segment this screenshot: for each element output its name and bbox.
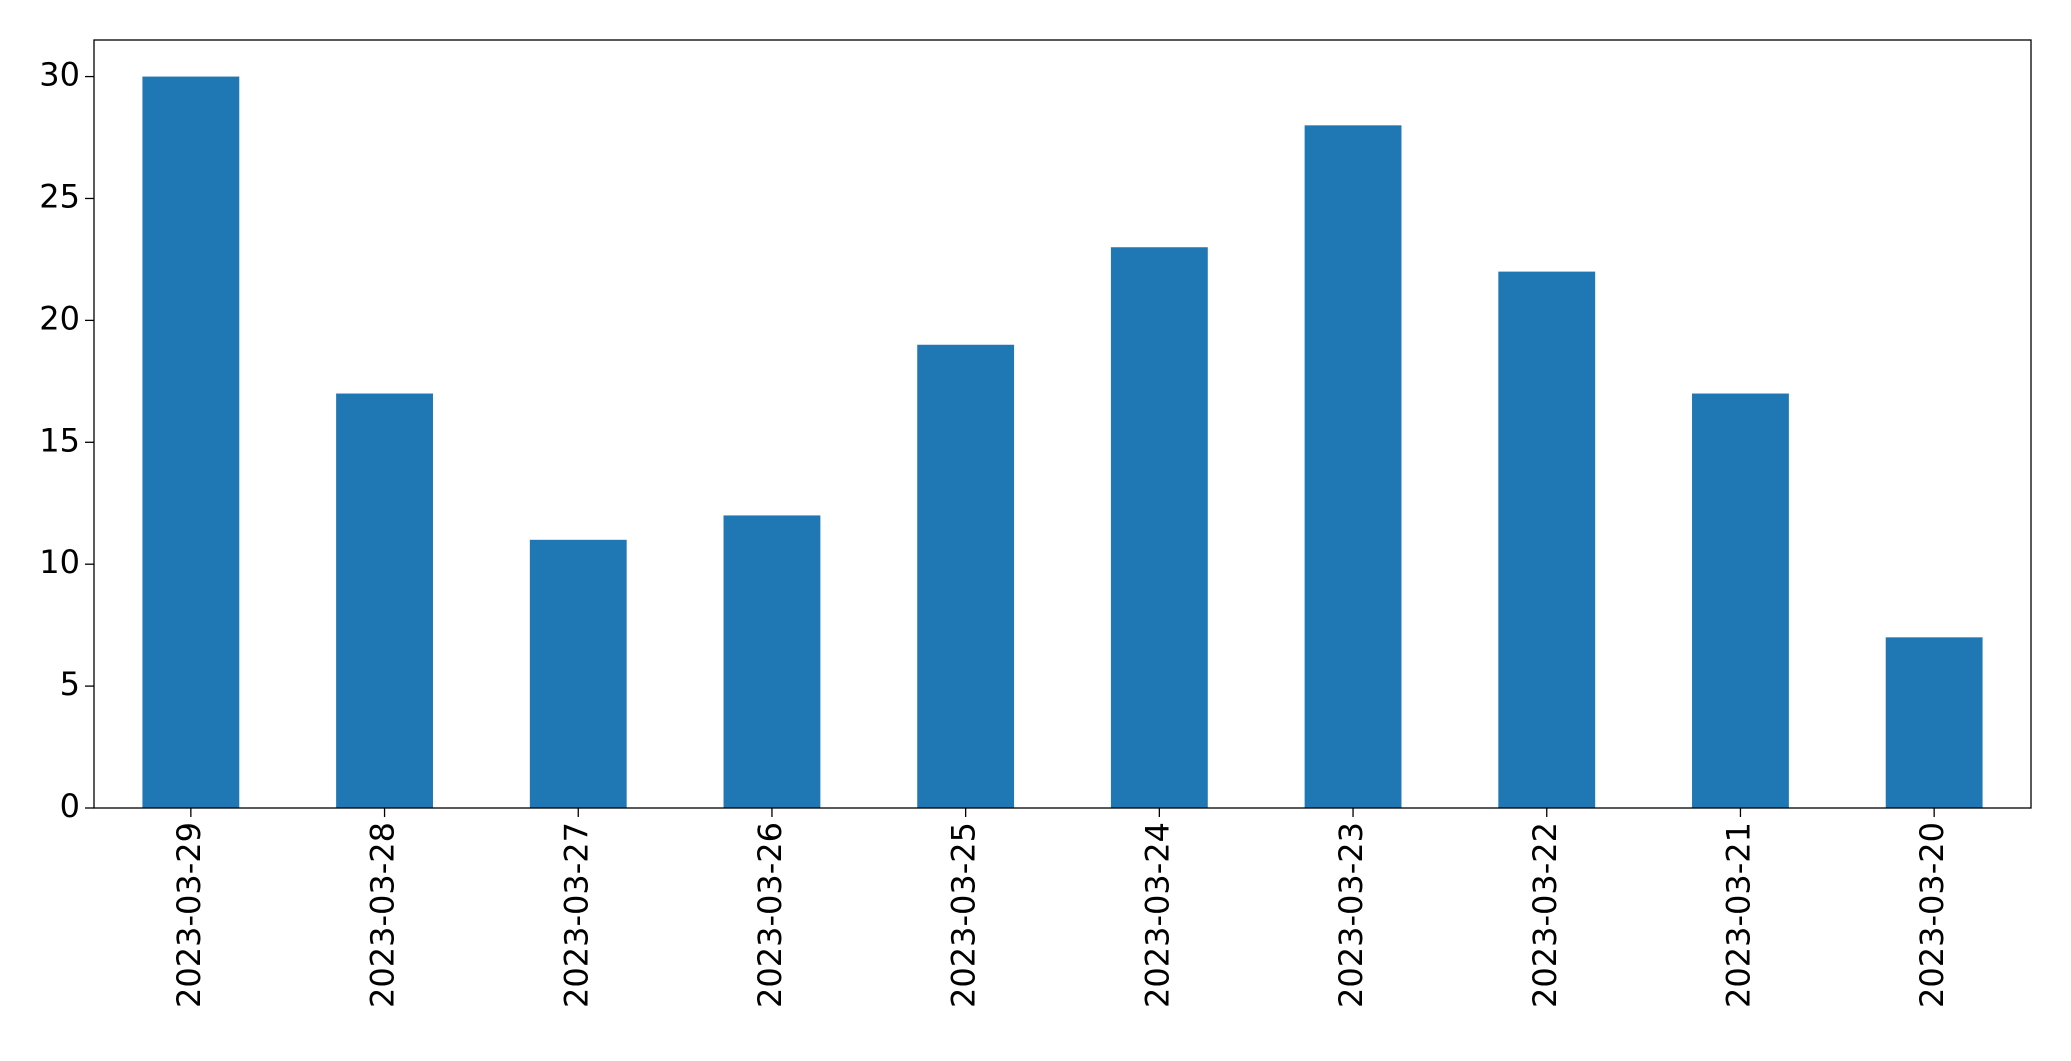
bar <box>142 76 240 809</box>
x-tick-label: 2023-03-26 <box>751 822 789 1008</box>
bar <box>336 393 433 808</box>
bar <box>1110 247 1208 808</box>
y-tick-label: 5 <box>60 665 80 703</box>
x-tick-label: 2023-03-23 <box>1332 822 1370 1008</box>
x-tick-label: 2023-03-28 <box>364 822 402 1008</box>
axes-frame <box>93 39 2032 809</box>
bar <box>529 539 627 808</box>
y-tick-label: 0 <box>60 787 80 825</box>
x-tick-label: 2023-03-22 <box>1526 822 1564 1008</box>
x-tick-label: 2023-03-29 <box>170 822 208 1008</box>
y-tick-label: 15 <box>39 421 80 459</box>
y-tick-label: 30 <box>39 56 80 94</box>
y-tick-label: 10 <box>39 543 80 581</box>
bar <box>723 515 821 808</box>
bar <box>1885 637 1983 808</box>
bar <box>1304 125 1402 809</box>
x-tick-label: 2023-03-25 <box>945 822 983 1008</box>
x-tick-label: 2023-03-27 <box>557 822 595 1008</box>
x-tick-label: 2023-03-20 <box>1913 822 1951 1008</box>
bar <box>1498 271 1596 809</box>
y-tick-label: 25 <box>39 177 80 215</box>
bar <box>917 344 1015 808</box>
bar <box>1692 393 1789 808</box>
x-tick-label: 2023-03-24 <box>1138 822 1176 1008</box>
y-tick-label: 20 <box>39 299 80 337</box>
x-tick-label: 2023-03-21 <box>1719 822 1757 1008</box>
